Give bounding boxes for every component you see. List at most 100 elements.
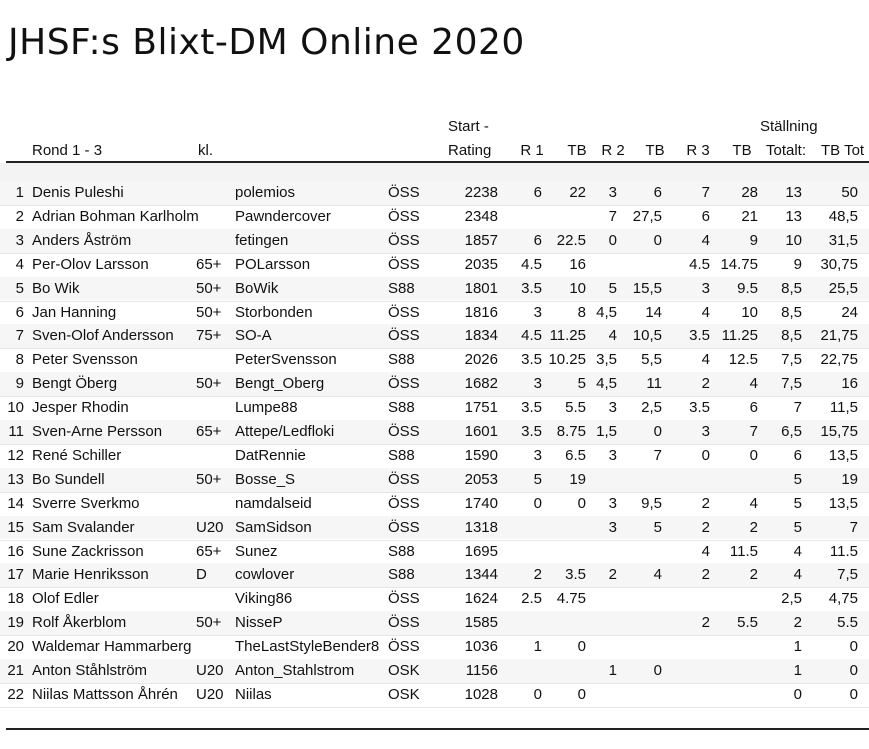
cell-r3: 4	[701, 351, 710, 369]
cell-rank: 21	[7, 662, 24, 679]
cell-r1: 2.5	[521, 590, 542, 608]
cell-r2: 4,5	[596, 375, 617, 393]
cell-tb-total: 16	[841, 375, 858, 393]
cell-r2: 4,5	[596, 303, 617, 321]
cell-r3: 2	[701, 375, 710, 393]
cell-r3: 4.5	[689, 255, 710, 273]
cell-club: OSK	[388, 662, 420, 679]
header-divider	[6, 161, 869, 163]
cell-tb2	[622, 611, 662, 635]
cell-club: ÖSS	[388, 638, 420, 656]
row-gridline	[0, 539, 869, 541]
row-band	[0, 611, 869, 636]
cell-rating: 1028	[464, 685, 498, 703]
cell-name: Olof Edler	[32, 590, 99, 608]
header-tb2: TB	[645, 142, 665, 159]
cell-class	[196, 229, 232, 253]
cell-tb1	[546, 659, 586, 683]
cell-rating: 1751	[464, 399, 498, 417]
table-row: 15 Sam Svalander U20 SamSidson ÖSS 1318 3 5 2 2 5 7	[0, 516, 869, 540]
cell-rating: 2348	[464, 207, 498, 225]
cell-name: Sven-Olof Andersson	[32, 327, 174, 345]
cell-r2	[590, 611, 617, 635]
cell-club: ÖSS	[388, 207, 420, 225]
cell-username: namdalseid	[235, 494, 312, 512]
cell-tb3: 0	[749, 446, 758, 464]
cell-r2: 3	[608, 399, 617, 417]
cell-r2	[590, 540, 617, 564]
cell-tb1: 19	[569, 470, 586, 488]
cell-tb2: 5	[653, 518, 662, 536]
header-tb3: TB	[732, 142, 752, 159]
cell-tb-total: 48,5	[828, 207, 858, 225]
cell-class	[196, 587, 232, 611]
cell-username: BoWik	[235, 279, 279, 297]
table-row: 10 Jesper Rhodin Lumpe88 S88 1751 3.5 5.5 3 2,5 3…	[0, 396, 869, 420]
cell-r1: 3.5	[521, 399, 542, 417]
cell-rating: 2035	[464, 255, 498, 273]
cell-rating: 1834	[464, 327, 498, 345]
cell-class	[196, 348, 232, 372]
cell-tb3: 14.75	[720, 255, 758, 273]
cell-total: 8,5	[781, 279, 802, 297]
cell-total: 5	[793, 494, 802, 512]
cell-r1: 6	[533, 184, 542, 201]
cell-total: 0	[793, 685, 802, 703]
cell-rank: 16	[7, 542, 24, 560]
cell-tb-total: 31,5	[828, 231, 858, 249]
cell-name: Sven-Arne Persson	[32, 423, 163, 440]
cell-tb3: 12.5	[728, 351, 758, 369]
cell-r3: 2	[701, 566, 710, 584]
cell-tb2: 11	[646, 375, 662, 393]
cell-rank: 6	[15, 303, 24, 321]
table-row: 13 Bo Sundell 50+ Bosse_S ÖSS 2053 5 19 5 19	[0, 468, 869, 492]
cell-name: Per-Olov Larsson	[32, 255, 149, 273]
table-row: 11 Sven-Arne Persson 65+ Attepe/Ledfloki ÖSS…	[0, 420, 869, 444]
cell-club: S88	[388, 279, 415, 297]
row-gridline	[0, 587, 869, 589]
row-band	[0, 467, 869, 492]
cell-r3	[674, 635, 710, 659]
table-row: 18 Olof Edler Viking86 ÖSS 1624 2.5 4.75 2,5 4,7…	[0, 587, 869, 611]
cell-tb2: 27,5	[632, 207, 662, 225]
cell-class: 65+	[196, 423, 222, 440]
table-row: 8 Peter Svensson PeterSvensson S88 2026 3.5 10…	[0, 348, 869, 372]
header-start: Start -	[448, 118, 489, 135]
cell-name: Bengt Öberg	[32, 375, 118, 393]
cell-tb1: 10.25	[548, 351, 586, 369]
cell-class: 65+	[196, 255, 222, 273]
cell-rank: 5	[15, 279, 24, 297]
cell-total: 4	[793, 566, 802, 584]
cell-rank: 2	[15, 207, 24, 225]
cell-club: ÖSS	[388, 303, 420, 321]
cell-class	[196, 492, 232, 516]
cell-tb1: 22	[569, 184, 586, 201]
cell-tb-total: 25,5	[828, 279, 858, 297]
header-row: Rond 1 - 3 kl. Rating R 1 TB R 2 TB R 3 …	[0, 139, 869, 163]
cell-rating: 2053	[464, 470, 498, 488]
cell-tb2: 0	[653, 662, 662, 679]
cell-tb3	[714, 659, 758, 683]
cell-club: OSK	[388, 685, 420, 703]
cell-r3	[674, 683, 710, 707]
table-row: 12 René Schiller DatRennie S88 1590 3 6.5 3 7 0 0 6…	[0, 444, 869, 468]
row-band	[0, 563, 869, 588]
cell-tb3: 9.5	[737, 279, 758, 297]
table-row: 16 Sune Zackrisson 65+ Sunez S88 1695 4 11.5 4 11…	[0, 540, 869, 564]
cell-tb1: 8.75	[556, 423, 586, 440]
cell-r3: 2	[701, 614, 710, 632]
cell-club: S88	[388, 446, 415, 464]
row-band	[0, 228, 869, 253]
row-gridline	[0, 396, 869, 398]
table-row: 3 Anders Åström fetingen ÖSS 1857 6 22.5 0 0 4 9 10…	[0, 229, 869, 253]
cell-rank: 13	[7, 470, 24, 488]
cell-username: DatRennie	[235, 446, 306, 464]
cell-r2: 3	[608, 494, 617, 512]
cell-total: 7,5	[781, 351, 802, 369]
cell-tb-total: 4,75	[828, 590, 858, 608]
cell-r2: 1	[608, 662, 617, 679]
cell-tb-total: 7,5	[837, 566, 858, 584]
cell-tb3: 21	[741, 207, 758, 225]
row-gridline	[0, 491, 869, 493]
cell-tb1	[546, 516, 586, 540]
